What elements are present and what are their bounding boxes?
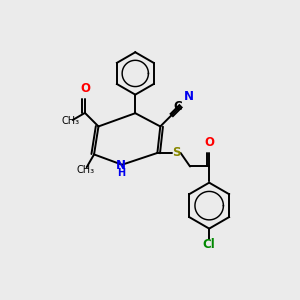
Text: S: S: [172, 146, 181, 159]
Text: C: C: [174, 100, 183, 113]
Text: CH₃: CH₃: [61, 116, 79, 127]
Text: H: H: [117, 168, 125, 178]
Text: O: O: [80, 82, 90, 95]
Text: Cl: Cl: [203, 238, 215, 251]
Text: O: O: [204, 136, 214, 149]
Text: N: N: [184, 90, 194, 103]
Text: N: N: [116, 159, 126, 172]
Text: CH₃: CH₃: [76, 165, 94, 175]
